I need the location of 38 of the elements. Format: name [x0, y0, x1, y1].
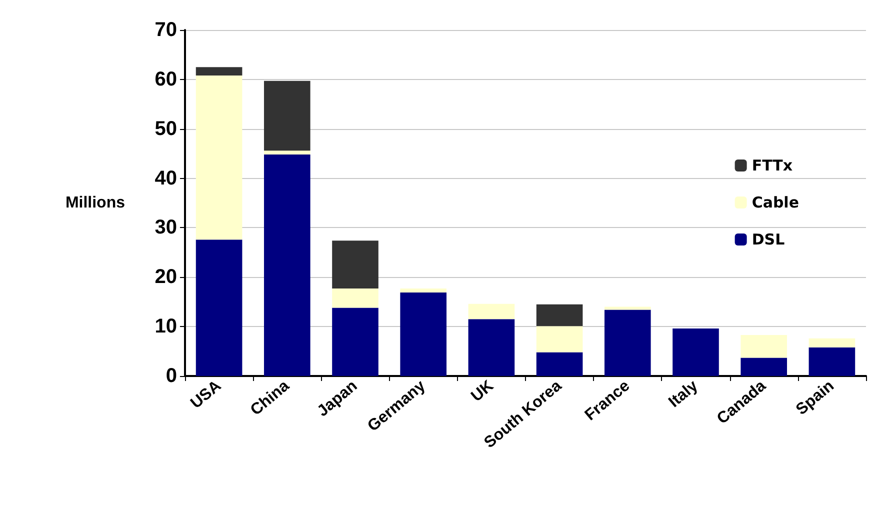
- y-axis-title: Millions: [65, 194, 126, 212]
- y-tick-label: 50: [154, 118, 177, 140]
- x-tick-label: Italy: [666, 377, 702, 412]
- bar: [740, 358, 788, 376]
- bar: [400, 288, 447, 292]
- bar: [536, 304, 583, 326]
- y-tick-label: 40: [154, 167, 177, 190]
- bar: [196, 67, 242, 76]
- bar: [332, 240, 378, 289]
- bar: [468, 319, 515, 376]
- bar: [740, 334, 788, 358]
- bar: [808, 338, 856, 348]
- bar: [604, 310, 651, 376]
- bar: [604, 306, 651, 310]
- y-tick-label: 30: [154, 216, 177, 239]
- bar: [264, 80, 310, 151]
- y-tick-label: 0: [166, 365, 177, 387]
- bar: [808, 347, 856, 376]
- legend-label: FTTx: [752, 156, 793, 174]
- bar: [332, 288, 378, 308]
- x-tick-label: USA: [188, 377, 225, 412]
- bar: [468, 304, 515, 320]
- bar: [196, 240, 242, 376]
- x-tick-label: UK: [468, 377, 498, 406]
- y-tick-label: 60: [154, 68, 177, 90]
- bar: [672, 328, 719, 376]
- legend-label: Cable: [752, 194, 800, 212]
- bar: [536, 326, 583, 352]
- y-tick-label: 20: [154, 266, 177, 288]
- bar: [264, 154, 310, 376]
- bar: [400, 292, 447, 376]
- legend-label: DSL: [752, 230, 786, 248]
- y-tick-label: 70: [154, 19, 177, 41]
- bar: [196, 75, 242, 240]
- y-tick-label: 10: [154, 316, 177, 338]
- bar: [332, 308, 378, 376]
- bar: [536, 352, 583, 376]
- bar: [264, 150, 310, 155]
